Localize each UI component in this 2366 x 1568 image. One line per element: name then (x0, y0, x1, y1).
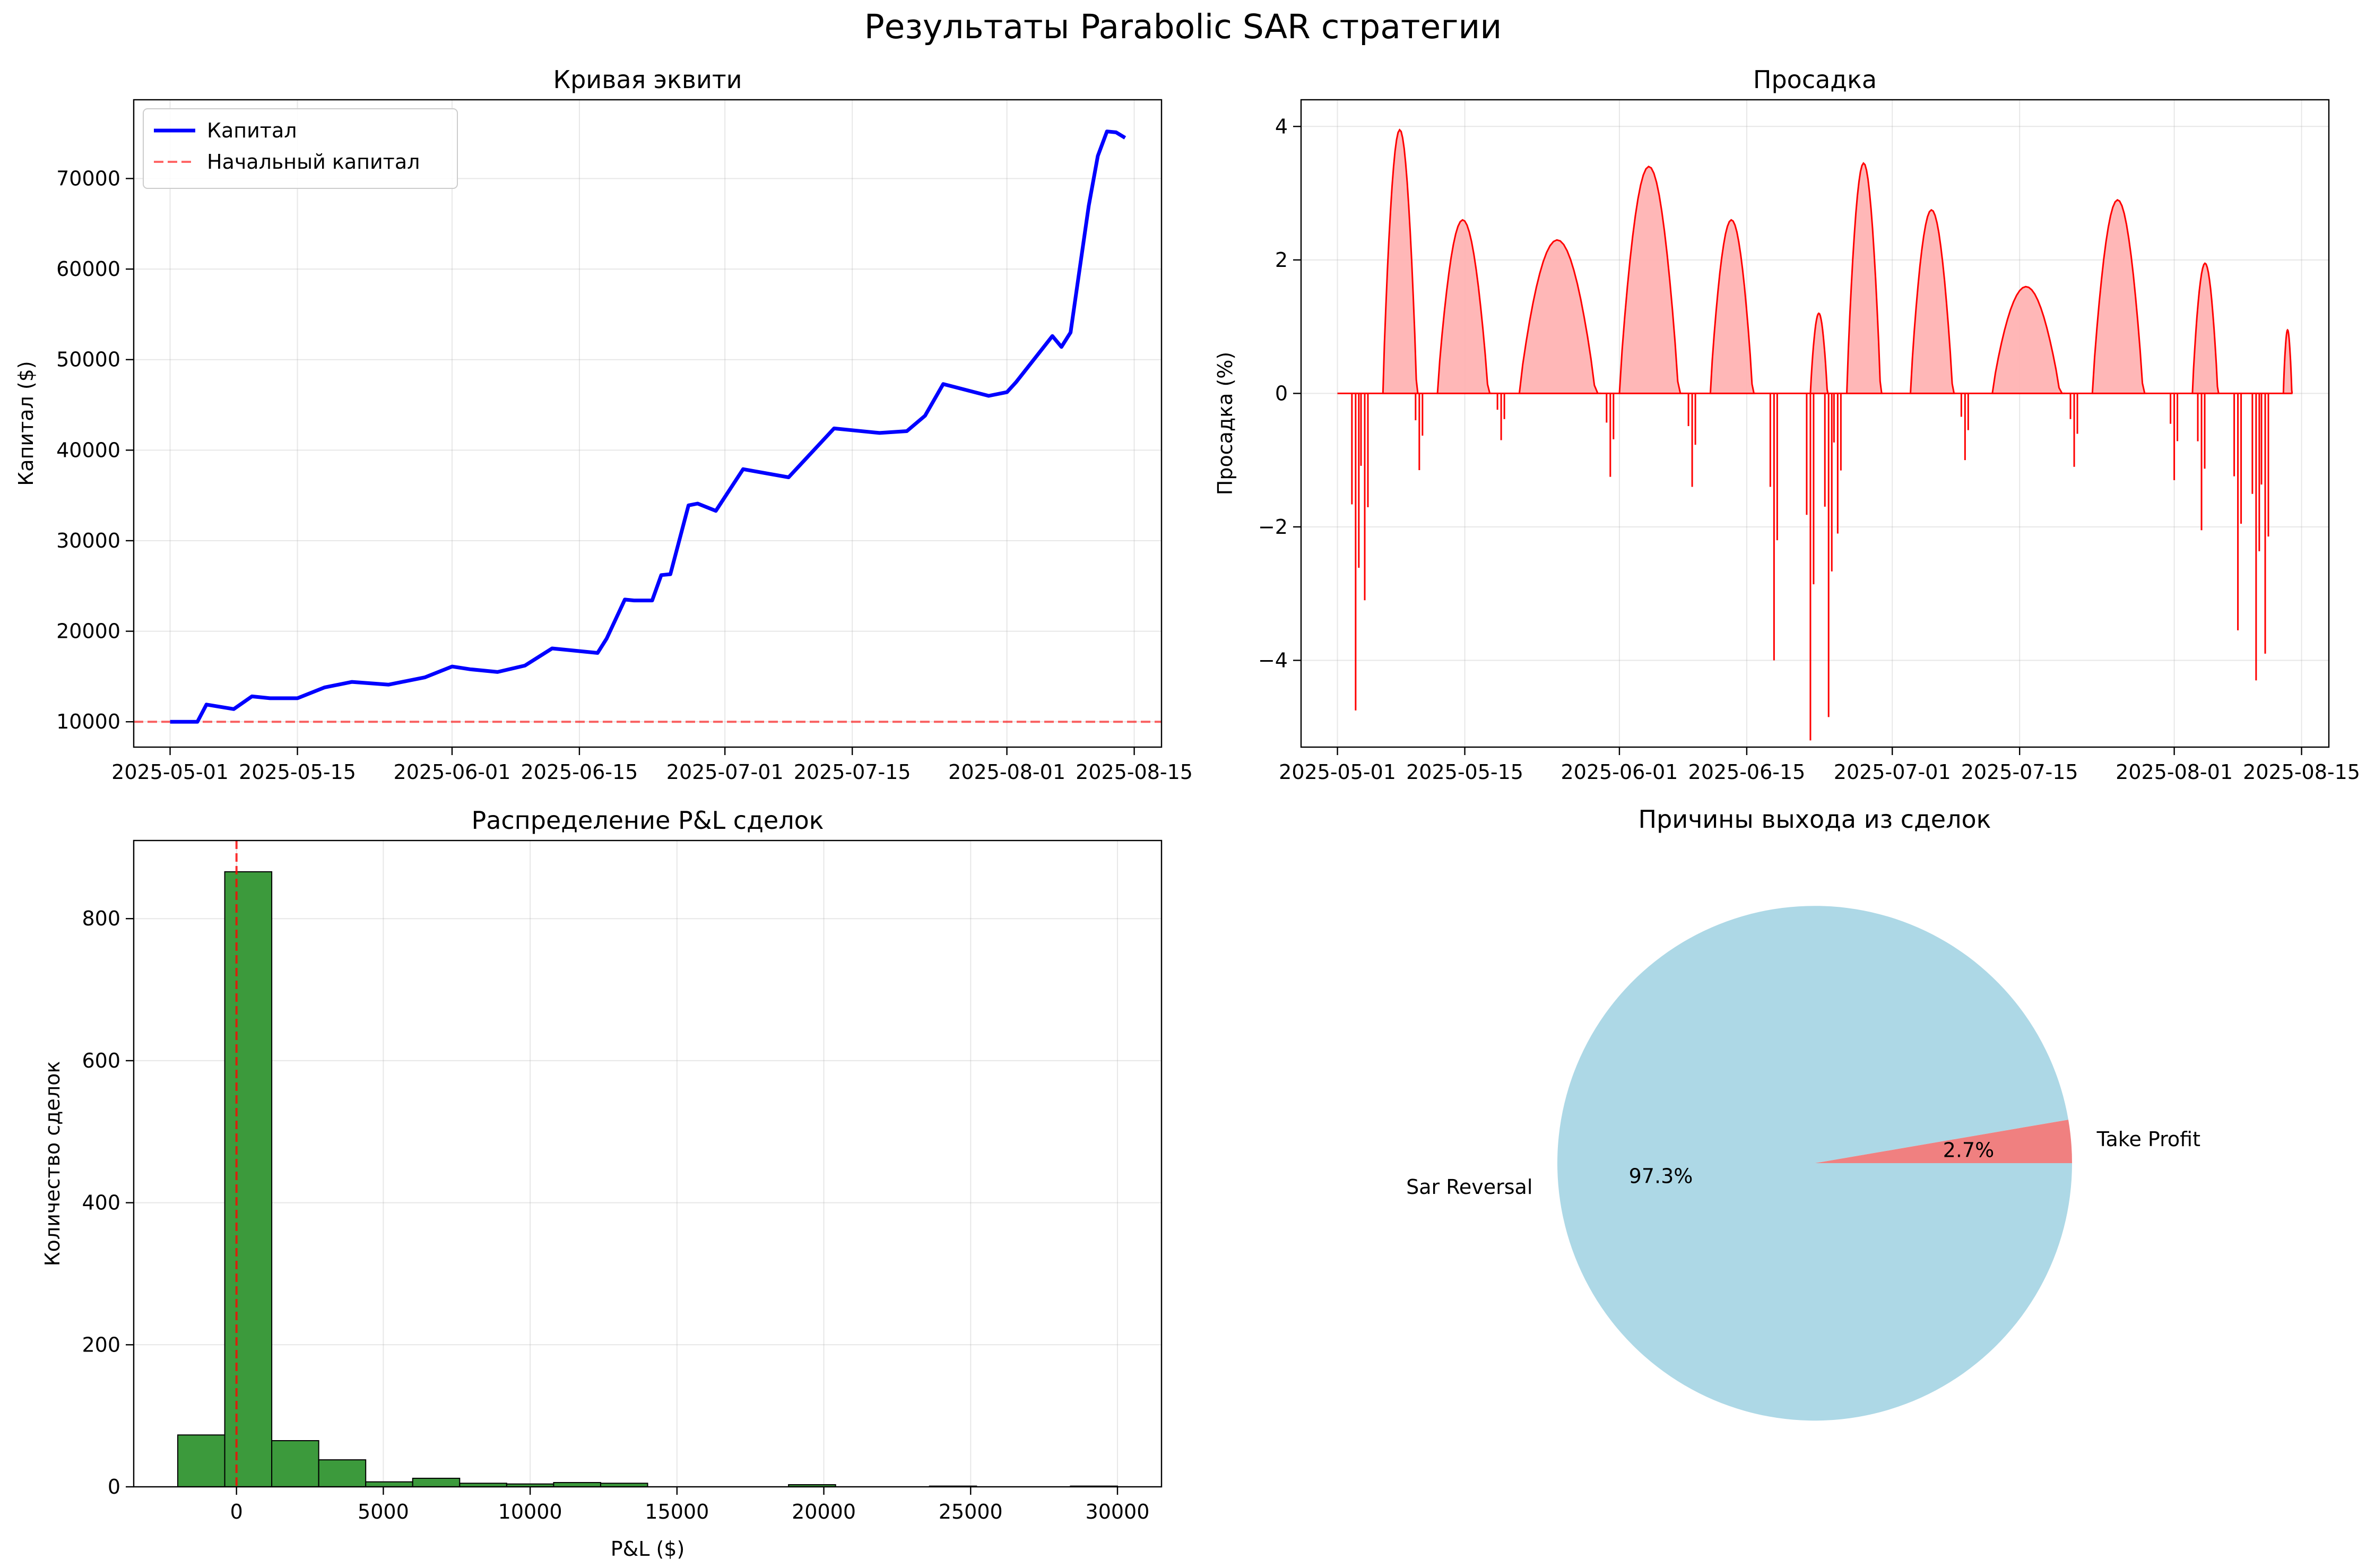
y-tick-label: 0 (108, 1475, 120, 1498)
x-tick-label: 2025-07-15 (1961, 760, 2078, 784)
histogram-bar (365, 1481, 413, 1488)
x-axis-label: P&L ($) (611, 1537, 685, 1561)
y-tick-label: 0 (1275, 382, 1288, 405)
histogram-bar (271, 1440, 319, 1487)
histogram-bar (412, 1477, 461, 1488)
x-tick-label: 2025-06-15 (1688, 760, 1806, 784)
pie-label: Sar Reversal (1406, 1175, 1532, 1199)
x-tick-label: 2025-05-15 (1406, 760, 1523, 784)
y-tick-label: 4 (1275, 115, 1288, 138)
y-tick-label: 70000 (56, 167, 120, 190)
histogram-bar (177, 1434, 226, 1487)
y-tick-label: 600 (82, 1049, 120, 1072)
x-tick-label: 2025-06-01 (1561, 760, 1678, 784)
y-axis-label: Капитал ($) (14, 361, 38, 486)
x-tick-label: 15000 (645, 1500, 709, 1523)
drawdown-hump (1518, 239, 1601, 394)
drawdown-hump (2091, 198, 2147, 394)
pnl-chart: 0 5000 10000 15000 20000 25000 30000 0 200 400 600… (41, 806, 1163, 1561)
axes-title: Причины выхода из сделок (1639, 805, 1991, 834)
drawdown-hump (1436, 219, 1492, 394)
x-tick-label: 0 (230, 1500, 243, 1523)
legend-frame (143, 108, 458, 189)
x-tick-label: 2025-08-15 (2243, 760, 2360, 784)
y-tick-label: 400 (82, 1191, 120, 1215)
legend: Капитал Начальный капитал (143, 108, 458, 189)
x-tick-label: 2025-07-01 (1834, 760, 1951, 784)
legend-capital-label: Капитал (207, 119, 297, 142)
y-tick-label: 60000 (56, 257, 120, 281)
x-tick-label: 2025-06-15 (521, 760, 638, 784)
x-tick-label: 2025-06-01 (394, 760, 511, 784)
y-tick-label: 50000 (56, 348, 120, 371)
axes-frame (1300, 99, 2330, 748)
equity-line (170, 129, 1126, 724)
pie-label: Take Profit (2096, 1128, 2200, 1151)
axes-frame (133, 99, 1163, 748)
exits-pie-chart: Причины выхода из сделок Take Profit 2.7% S… (1406, 805, 2200, 1421)
drawdown-hump (2282, 328, 2293, 394)
y-tick-label: −4 (1258, 648, 1288, 672)
y-axis-label: Количество сделок (41, 1061, 64, 1267)
axes-title: Просадка (1753, 65, 1877, 94)
drawdown-hump (1618, 165, 1683, 394)
x-tick-label: 20000 (792, 1500, 856, 1523)
x-tick-label: 2025-05-01 (1279, 760, 1396, 784)
histogram-bar (318, 1459, 367, 1487)
x-tick-label: 2025-08-15 (1076, 760, 1193, 784)
y-tick-label: 2 (1275, 248, 1288, 272)
pie-pct-label: 97.3% (1629, 1165, 1693, 1188)
histogram-bar (224, 871, 273, 1487)
histogram-bar (553, 1482, 601, 1488)
axes-frame (133, 839, 1163, 1488)
x-tick-label: 10000 (498, 1500, 562, 1523)
x-tick-label: 25000 (939, 1500, 1003, 1523)
legend-initial-label: Начальный капитал (207, 150, 420, 174)
x-tick-label: 2025-05-15 (239, 760, 356, 784)
x-tick-label: 30000 (1086, 1500, 1150, 1523)
figure-title: Результаты Parabolic SAR стратегии (864, 7, 1502, 46)
y-tick-label: 20000 (56, 620, 120, 643)
pie-pct-label: 2.7% (1943, 1138, 1995, 1162)
drawdown-hump (1709, 219, 1756, 394)
x-tick-label: 2025-07-15 (794, 760, 911, 784)
drawdown-hump (1909, 209, 1956, 394)
axes-title: Кривая эквити (553, 65, 742, 94)
axes-title: Распределение P&L сделок (471, 806, 824, 835)
y-tick-label: −2 (1258, 515, 1288, 539)
y-axis-label: Просадка (%) (1214, 352, 1237, 495)
pie-slice (1557, 906, 2072, 1421)
y-tick-label: 800 (82, 907, 120, 930)
y-tick-label: 30000 (56, 529, 120, 552)
y-tick-label: 200 (82, 1333, 120, 1356)
x-tick-label: 2025-08-01 (948, 760, 1065, 784)
x-tick-label: 2025-08-01 (2116, 760, 2233, 784)
drawdown-hump (1382, 128, 1419, 394)
drawdown-hump (1809, 312, 1829, 394)
x-tick-label: 5000 (358, 1500, 409, 1523)
drawdown-hump (2191, 262, 2220, 394)
equity-chart: 2025-05-01 2025-05-15 2025-06-01 2025-06-15… (14, 65, 1193, 784)
x-tick-label: 2025-05-01 (111, 760, 229, 784)
drawdown-hump (1845, 162, 1884, 394)
y-tick-label: 10000 (56, 710, 120, 733)
drawdown-hump (1991, 285, 2065, 394)
x-tick-label: 2025-07-01 (666, 760, 784, 784)
drawdown-chart: 2025-05-01 2025-05-15 2025-06-01 2025-06-15… (1214, 65, 2360, 784)
y-tick-label: 40000 (56, 438, 120, 462)
pie-slice (1815, 1120, 2072, 1163)
